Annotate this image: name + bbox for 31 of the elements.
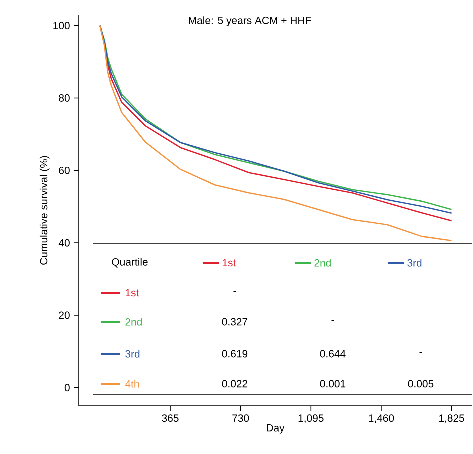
text: 2nd: [126, 318, 142, 326]
legend-label: 4th: [125, 380, 140, 388]
y-tick-label: 0: [64, 384, 70, 392]
text: 1st: [126, 289, 140, 297]
x-tick-label: 1,460: [369, 414, 394, 424]
x-tick-label: 365: [162, 414, 179, 422]
legend-label: 2nd: [314, 259, 331, 267]
x-tick-label: 1,095: [298, 414, 324, 424]
chart-title: Male: 5 years ACM + HHF: [189, 16, 312, 26]
y-axis-title: Cumulative survival (%): [40, 156, 50, 265]
text: 3rd: [126, 350, 140, 358]
annotation: 0.001: [320, 380, 346, 388]
legend-label: 1st: [222, 259, 236, 267]
y-tick-label: 40: [58, 239, 70, 247]
annotation: Quartile: [112, 258, 148, 268]
annotation: 0.327: [222, 318, 248, 326]
annotation: 0.644: [320, 350, 346, 358]
x-axis-title: Day: [267, 424, 285, 434]
annotation: 0.005: [408, 380, 434, 388]
y-tick-label: 20: [59, 312, 70, 320]
x-tick-label: 730: [232, 414, 250, 422]
legend-label: 3rd: [408, 259, 422, 267]
y-tick-label: 60: [59, 166, 70, 174]
y-tick-label: 80: [59, 94, 70, 102]
annotation: 0.619: [222, 350, 248, 358]
annotation: -: [234, 291, 236, 292]
annotation: -: [420, 352, 422, 354]
annotation: 0.022: [222, 380, 248, 388]
annotation: -: [332, 320, 334, 322]
y-tick-label: 100: [54, 22, 70, 30]
x-tick-label: 1,825: [439, 414, 464, 424]
